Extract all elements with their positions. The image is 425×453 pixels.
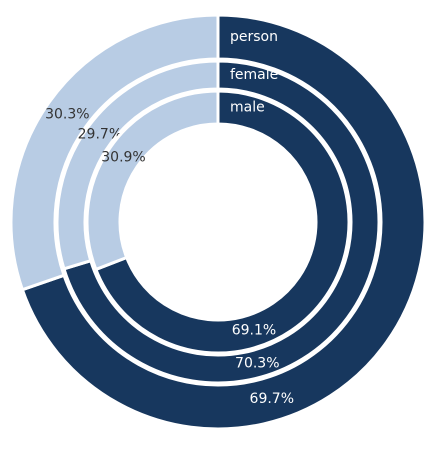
ring-segment [93,89,351,355]
value-label: 30.3% [45,107,89,123]
value-label: 29.7% [78,126,122,142]
ring-segment [85,89,220,272]
value-label: 69.1% [232,323,276,339]
ring-segment [20,13,425,431]
ring-segment [55,59,220,271]
value-label: 30.9% [101,149,145,165]
ring-name: male [230,100,265,116]
value-label: 70.3% [235,356,279,372]
ring-name: female [230,67,278,83]
ring-name: person [230,29,278,45]
ring-segment [62,59,381,385]
ring-segment [9,13,220,292]
value-label: 69.7% [250,391,294,407]
